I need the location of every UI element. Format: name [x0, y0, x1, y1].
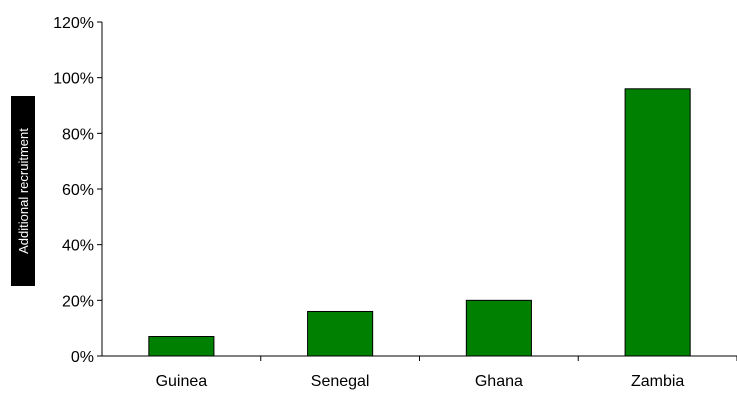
- x-tick-label: Guinea: [156, 373, 208, 390]
- x-tick-label: Zambia: [631, 373, 684, 390]
- y-tick-label: 60%: [62, 182, 94, 199]
- x-tick-label: Senegal: [311, 373, 370, 390]
- bar-guinea: [148, 336, 215, 357]
- bar-zambia: [624, 88, 691, 357]
- y-axis-label: Additional recruitment: [16, 128, 31, 254]
- y-tick-label: 100%: [53, 71, 94, 88]
- x-axis-ticks: Guinea Senegal Ghana Zambia: [156, 356, 737, 390]
- y-tick-label: 40%: [62, 238, 94, 255]
- bars: [148, 88, 691, 357]
- y-axis-label-group: Additional recruitment: [11, 96, 35, 286]
- bar-ghana: [465, 299, 532, 357]
- y-axis-label-background: [11, 96, 35, 286]
- x-tick-label: Ghana: [475, 373, 523, 390]
- bar-senegal: [307, 310, 374, 357]
- y-tick-label: 80%: [62, 126, 94, 143]
- y-axis-ticks: 0% 20% 40% 60% 80% 100% 120%: [53, 15, 102, 366]
- y-tick-label: 120%: [53, 15, 94, 32]
- y-tick-label: 0%: [71, 349, 94, 366]
- y-tick-label: 20%: [62, 293, 94, 310]
